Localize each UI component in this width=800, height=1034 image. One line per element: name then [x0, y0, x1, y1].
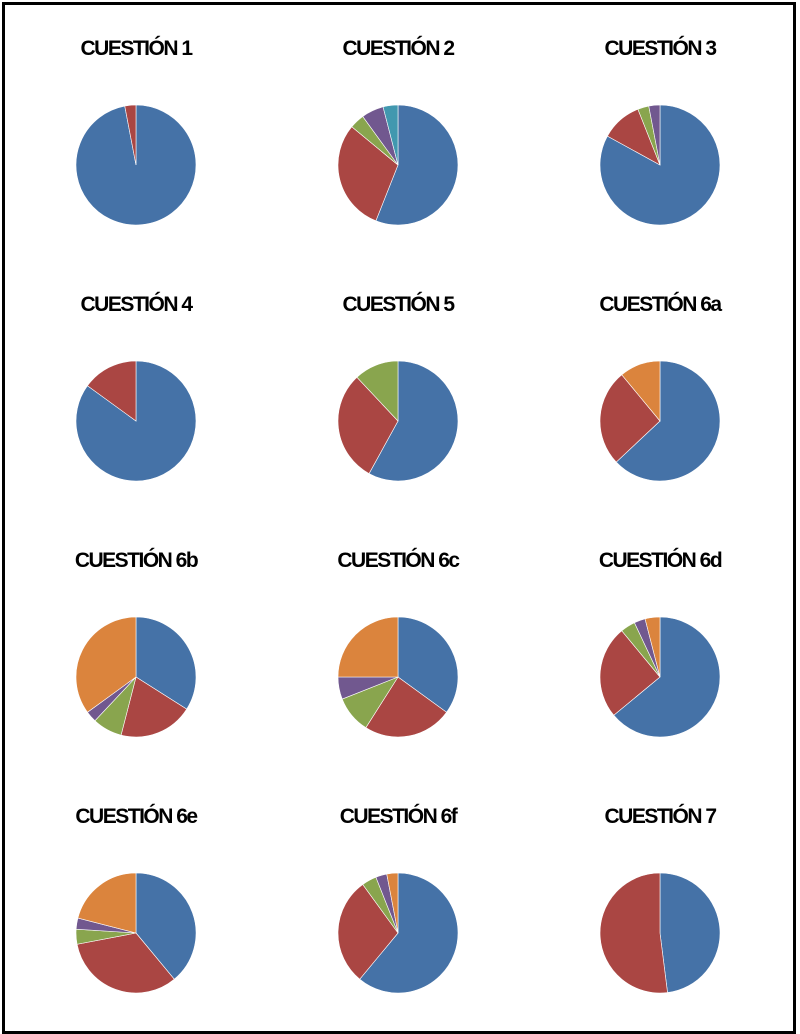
pie-slice-blue — [375, 104, 459, 226]
pie-slice-orange — [621, 360, 661, 422]
pie-chart-3: CUESTIÓN 3 — [529, 5, 791, 261]
pie-chart-10: CUESTIÓN 6e — [5, 773, 267, 1029]
pie-slice-red — [365, 676, 447, 738]
pie-svg — [599, 616, 721, 738]
pie-slice-blue — [599, 104, 721, 226]
pie-slice-blue — [135, 616, 197, 710]
pie-svg — [599, 360, 721, 482]
pie-slice-orange — [337, 616, 399, 678]
pie-slice-orange — [386, 872, 399, 934]
pie-chart-title: CUESTIÓN 6c — [337, 549, 460, 572]
pie-svg — [75, 616, 197, 738]
pie-chart-11: CUESTIÓN 6f — [267, 773, 529, 1029]
pie-chart-7: CUESTIÓN 6b — [5, 517, 267, 773]
pie-chart-4: CUESTIÓN 4 — [5, 261, 267, 517]
pie-chart-grid: CUESTIÓN 1 CUESTIÓN 2 CUESTIÓN 3 CUESTIÓN 4… — [5, 5, 793, 1031]
pie-slice-purple — [648, 104, 661, 166]
pie-slice-red — [87, 360, 137, 422]
pie-svg — [337, 360, 459, 482]
pie-chart-title: CUESTIÓN 3 — [604, 37, 717, 60]
pie-slice-orange — [644, 616, 661, 678]
pie-slice-orange — [75, 616, 137, 713]
pie-slice-red — [337, 376, 399, 474]
pie-slice-blue — [615, 360, 721, 482]
pie-slice-red — [120, 676, 188, 738]
pie-chart-9: CUESTIÓN 6d — [529, 517, 791, 773]
pie-chart-title: CUESTIÓN 6b — [74, 549, 199, 572]
pie-slice-blue — [359, 872, 459, 994]
pie-slice-blue — [135, 872, 197, 980]
pie-slice-blue — [659, 872, 721, 993]
pie-slice-blue — [397, 616, 459, 713]
pie-chart-title: CUESTIÓN 5 — [342, 293, 455, 316]
pie-slice-blue — [613, 616, 721, 738]
pie-slice-red — [599, 872, 668, 994]
pie-svg — [337, 616, 459, 738]
pie-chart-title: CUESTIÓN 6f — [339, 805, 458, 828]
pie-svg — [337, 872, 459, 994]
pie-chart-title: CUESTIÓN 6d — [598, 549, 723, 572]
pie-slice-cyan — [382, 104, 399, 166]
pie-chart-title: CUESTIÓN 2 — [342, 37, 455, 60]
pie-svg — [75, 872, 197, 994]
pie-chart-2: CUESTIÓN 2 — [267, 5, 529, 261]
pie-chart-5: CUESTIÓN 5 — [267, 261, 529, 517]
pie-svg — [75, 104, 197, 226]
pie-chart-title: CUESTIÓN 6a — [599, 293, 722, 316]
pie-svg — [599, 872, 721, 994]
pie-slice-red — [599, 630, 661, 716]
pie-chart-1: CUESTIÓN 1 — [5, 5, 267, 261]
pie-chart-6: CUESTIÓN 6a — [529, 261, 791, 517]
pie-chart-title: CUESTIÓN 7 — [604, 805, 717, 828]
pie-slice-blue — [368, 360, 459, 482]
pie-chart-title: CUESTIÓN 1 — [80, 37, 193, 60]
pie-svg — [75, 360, 197, 482]
pie-svg — [337, 104, 459, 226]
pie-chart-12: CUESTIÓN 7 — [529, 773, 791, 1029]
pie-chart-title: CUESTIÓN 6e — [75, 805, 198, 828]
pie-slice-orange — [77, 872, 137, 934]
pie-slice-red — [337, 126, 399, 222]
pie-svg — [599, 104, 721, 226]
pie-slice-red — [599, 374, 661, 463]
pie-slice-red — [337, 884, 399, 980]
pie-slice-red — [76, 932, 175, 994]
pie-slice-red — [124, 104, 137, 166]
pie-chart-8: CUESTIÓN 6c — [267, 517, 529, 773]
pie-slice-green — [356, 360, 399, 422]
pie-slice-blue — [75, 360, 197, 482]
pie-chart-title: CUESTIÓN 4 — [80, 293, 193, 316]
